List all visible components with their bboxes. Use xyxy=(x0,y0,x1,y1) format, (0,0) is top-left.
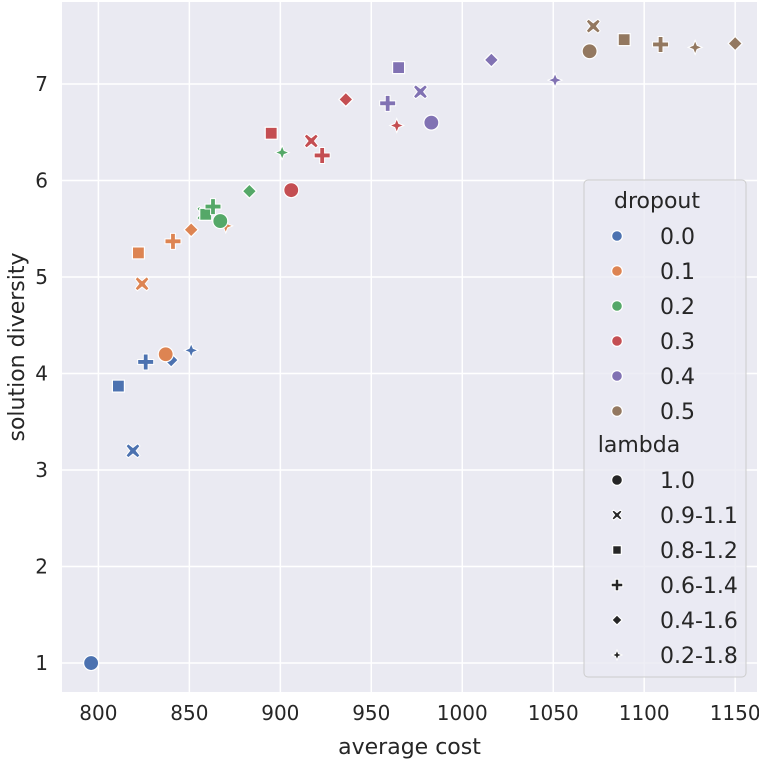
legend-label: 0.8-1.2 xyxy=(660,539,738,564)
data-point xyxy=(581,43,598,60)
legend-marker-swatch xyxy=(612,545,622,555)
legend-hue-items: 0.0 0.1 0.2 0.3 0.4 0.5 xyxy=(610,225,695,425)
data-point xyxy=(412,84,429,100)
y-tick-label: 6 xyxy=(35,169,48,193)
data-point xyxy=(199,207,213,221)
legend-marker-swatch xyxy=(611,509,623,521)
legend-item-lambda: 1.0 xyxy=(610,469,695,494)
legend-label: 0.0 xyxy=(660,225,695,250)
data-point xyxy=(303,133,319,149)
legend-marker-swatch xyxy=(610,474,623,487)
data-point xyxy=(164,232,182,250)
legend-box xyxy=(583,179,747,678)
legend-label: 0.3 xyxy=(660,330,695,355)
legend-color-swatch xyxy=(610,370,623,383)
x-tick-label: 800 xyxy=(79,701,117,725)
legend-label: 1.0 xyxy=(660,469,695,494)
data-point xyxy=(83,654,100,672)
legend-item-dropout: 0.0 xyxy=(610,225,695,250)
data-point xyxy=(546,71,564,89)
data-point xyxy=(183,221,200,238)
data-point xyxy=(388,117,406,134)
legend-color-swatch xyxy=(610,230,623,243)
legend-hue-title: dropout xyxy=(614,189,700,214)
legend-item-dropout: 0.5 xyxy=(610,400,695,425)
legend-label: 0.4-1.6 xyxy=(660,609,738,634)
x-tick-label: 1000 xyxy=(437,701,488,725)
data-point xyxy=(686,39,704,56)
legend-item-dropout: 0.3 xyxy=(610,330,695,355)
data-point xyxy=(111,379,126,393)
y-tick-label: 1 xyxy=(35,651,48,675)
x-tick-label: 950 xyxy=(352,701,390,725)
data-point xyxy=(204,198,222,216)
y-tick-label: 2 xyxy=(35,555,48,579)
x-tick-label: 850 xyxy=(170,701,208,725)
legend-color-swatch xyxy=(610,265,623,278)
data-point xyxy=(617,33,631,47)
legend-label: 0.1 xyxy=(660,260,695,285)
y-axis-title: solution diversity xyxy=(5,252,30,441)
points-layer xyxy=(83,18,744,672)
legend-item-dropout: 0.2 xyxy=(610,295,695,320)
y-tick-label: 4 xyxy=(35,362,48,386)
data-point xyxy=(585,18,601,34)
data-point xyxy=(212,212,229,230)
data-point xyxy=(273,144,291,161)
data-point xyxy=(125,443,141,459)
data-point xyxy=(134,276,150,292)
x-tick-label: 1050 xyxy=(528,701,579,725)
y-tick-label: 3 xyxy=(35,458,48,482)
legend-item-dropout: 0.1 xyxy=(610,260,695,285)
data-point xyxy=(391,61,406,75)
legend-label: 0.2-1.8 xyxy=(660,644,738,669)
legend-style-title: lambda xyxy=(598,433,680,458)
legend-item-dropout: 0.4 xyxy=(610,365,695,390)
legend-color-swatch xyxy=(610,405,623,418)
data-point xyxy=(157,346,174,363)
legend-item-lambda: 0.9-1.1 xyxy=(611,504,738,529)
tick-labels: 800 850 900 950 1000 1050 1100 1150 1 2 3 4 5 6 7 xyxy=(35,72,759,725)
data-point xyxy=(379,94,397,112)
legend-label: 0.9-1.1 xyxy=(660,504,738,529)
data-point xyxy=(652,35,670,53)
legend-marker-swatch xyxy=(611,614,623,626)
legend-item-lambda: 0.8-1.2 xyxy=(612,539,738,564)
legend-label: 0.2 xyxy=(660,295,695,320)
data-point xyxy=(182,342,200,359)
x-tick-label: 900 xyxy=(261,701,299,725)
data-point xyxy=(727,35,744,52)
legend-color-swatch xyxy=(610,300,623,313)
legend-item-lambda: 0.6-1.4 xyxy=(610,574,738,599)
legend-marker-swatch xyxy=(610,648,624,662)
y-tick-label: 5 xyxy=(35,265,48,289)
legend-color-swatch xyxy=(610,335,623,348)
legend-item-lambda: 0.4-1.6 xyxy=(611,609,738,634)
legend-label: 0.5 xyxy=(660,400,695,425)
x-tick-label: 1100 xyxy=(619,701,670,725)
x-axis-title: average cost xyxy=(338,735,481,760)
data-point xyxy=(131,246,146,260)
data-point xyxy=(264,126,278,140)
legend-label: 0.6-1.4 xyxy=(660,574,738,599)
legend-style-items: 1.0 0.9-1.1 0.8-1.2 0.6-1.4 0.4-1.6 0.2-1.8 xyxy=(610,469,738,669)
legend: dropout 0.0 0.1 0.2 0.3 0.4 0.5 lambda 1.0 0.9… xyxy=(583,179,747,678)
data-point xyxy=(337,91,354,108)
legend-label: 0.4 xyxy=(660,365,695,390)
y-tick-label: 7 xyxy=(35,72,48,96)
data-point xyxy=(283,182,300,199)
data-point xyxy=(313,146,331,164)
data-point xyxy=(137,353,155,371)
legend-item-lambda: 0.2-1.8 xyxy=(610,644,738,669)
data-point xyxy=(423,114,440,131)
x-tick-label: 1150 xyxy=(710,701,759,725)
legend-marker-swatch xyxy=(610,578,624,592)
data-point xyxy=(241,183,258,199)
data-point xyxy=(483,52,500,68)
